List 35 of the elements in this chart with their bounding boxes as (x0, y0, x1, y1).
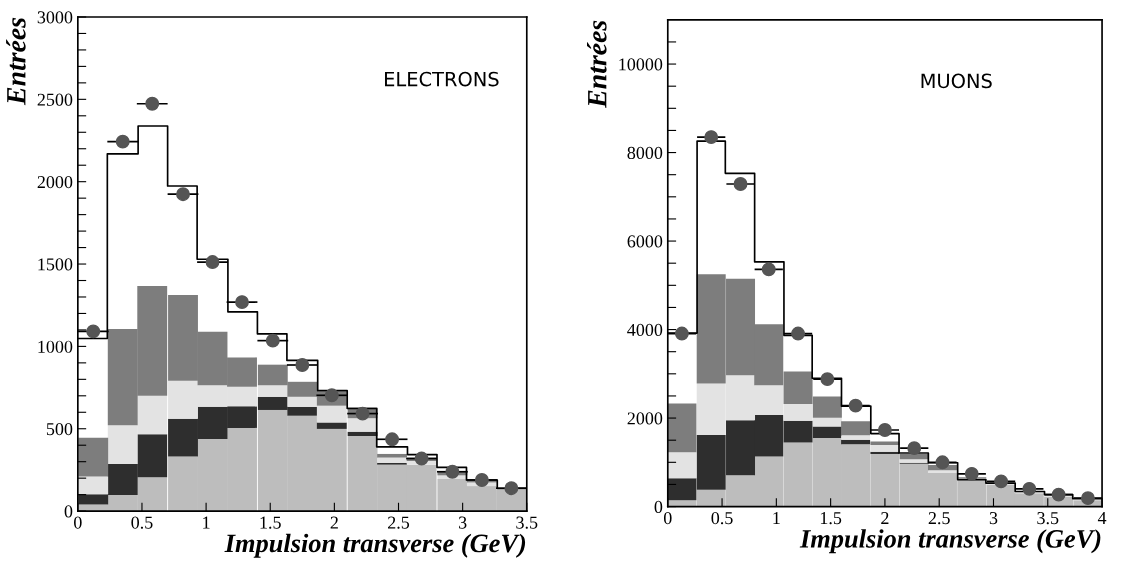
y-tick-label: 2500 (37, 93, 73, 106)
annotation: MUONS (921, 73, 992, 89)
x-tick-label: 1 (203, 516, 210, 529)
x-tick-label: 4 (1097, 512, 1107, 524)
x-tick-label: 2.5 (388, 516, 410, 529)
y-tick-label: 1500 (38, 258, 73, 271)
y-axis-title: Entrées (6, 17, 26, 106)
y-tick-label: 6000 (627, 235, 663, 248)
y-tick-label: 1000 (38, 340, 73, 353)
annotation: ELECTRONS (385, 71, 499, 87)
x-tick-label: 0 (663, 511, 672, 525)
x-tick-label: 2.5 (928, 512, 950, 525)
x-tick-label: 2 (330, 516, 338, 529)
x-tick-label: 3 (458, 516, 467, 529)
y-tick-label: 10000 (619, 58, 663, 71)
y-tick-label: 2000 (37, 175, 73, 189)
x-tick-label: 2 (881, 512, 889, 524)
x-tick-label: 0.5 (711, 511, 733, 525)
x-tick-label: 0 (74, 516, 82, 529)
y-tick-label: 8000 (627, 146, 663, 159)
x-tick-label: 1.5 (260, 516, 281, 529)
x-tick-label: 3 (989, 512, 998, 525)
x-tick-label: 1 (773, 512, 780, 524)
y-tick-label: 4000 (627, 323, 663, 337)
y-tick-label: 3000 (37, 11, 73, 24)
x-axis-title: Impulsion transverse (GeV) (799, 529, 1101, 554)
y-axis-title: Entrées (587, 20, 607, 108)
x-tick-label: 3.5 (516, 516, 538, 529)
x-tick-label: 1.5 (820, 512, 842, 525)
y-tick-label: 0 (654, 500, 663, 514)
y-tick-label: 500 (46, 423, 73, 436)
x-tick-label: 0.5 (131, 516, 153, 529)
x-axis-title: Impulsion transverse (GeV) (224, 533, 526, 558)
x-tick-label: 3.5 (1037, 512, 1059, 525)
y-tick-label: 2000 (627, 412, 663, 425)
